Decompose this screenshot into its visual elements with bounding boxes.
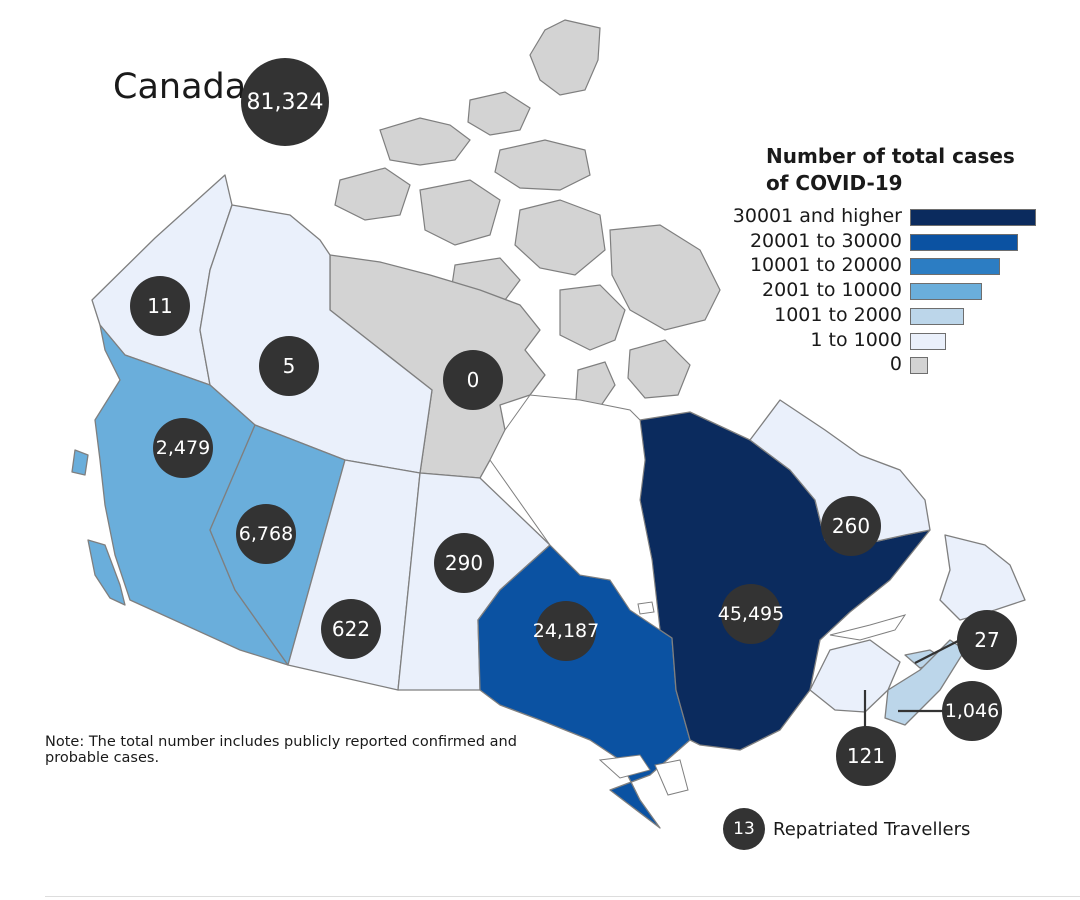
value-british-columbia: 2,479 <box>156 437 210 459</box>
bubble-newfoundland-labrador: 260 <box>821 496 881 556</box>
legend-title: Number of total cases of COVID-19 <box>766 143 1046 197</box>
legend-item-label: 1001 to 2000 <box>774 303 902 326</box>
region-newfoundland-labrador[interactable] <box>749 399 931 546</box>
bubble-new-brunswick: 121 <box>836 726 896 786</box>
bubble-british-columbia: 2,479 <box>153 418 213 478</box>
legend-title-line-1: Number of total cases <box>766 144 1015 168</box>
legend-item-label: 20001 to 30000 <box>749 229 902 252</box>
repatriated-count-badge: 13 <box>723 808 765 850</box>
footer-divider <box>45 896 1080 897</box>
region-new-brunswick[interactable] <box>809 639 901 713</box>
legend-item: 30001 and higher <box>700 205 1036 227</box>
bubble-nova-scotia: 1,046 <box>942 681 1002 741</box>
legend-item-swatch <box>910 233 1018 251</box>
bubble-alberta: 6,768 <box>236 504 296 564</box>
bubble-northwest-territories: 5 <box>259 336 319 396</box>
legend-item-swatch <box>910 258 1000 276</box>
value-newfoundland-labrador: 260 <box>832 514 870 538</box>
repatriated-travellers: 13 Repatriated Travellers <box>723 808 970 850</box>
legend-item: 10001 to 20000 <box>700 254 1000 276</box>
bubble-yukon: 11 <box>130 276 190 336</box>
leader-line-prince-edward-island <box>914 639 961 664</box>
lake-superior <box>598 754 651 779</box>
legend-item: 20001 to 30000 <box>700 230 1018 252</box>
legend-item-swatch <box>910 357 928 375</box>
value-ontario: 24,187 <box>533 620 599 642</box>
legend-item: 0 <box>700 353 928 375</box>
lake-huron <box>654 759 689 796</box>
repatriated-label: Repatriated Travellers <box>773 818 971 840</box>
island-vancouver <box>87 539 126 606</box>
bubble-manitoba: 290 <box>434 533 494 593</box>
value-nova-scotia: 1,046 <box>945 700 999 722</box>
legend-item-label: 10001 to 20000 <box>749 254 902 277</box>
bubble-ontario: 24,187 <box>533 601 599 661</box>
legend-title-line-2: of COVID-19 <box>766 171 903 195</box>
hudson-bay <box>489 394 661 632</box>
total-cases-badge: 81,324 <box>241 58 329 146</box>
value-saskatchewan: 622 <box>332 617 370 641</box>
anticosti-water <box>829 614 907 641</box>
legend-item-swatch <box>910 283 982 301</box>
footnote: Note: The total number includes publicly… <box>45 734 517 766</box>
map-title: Canada <box>113 67 247 107</box>
bubble-prince-edward-island: 27 <box>957 610 1017 670</box>
value-manitoba: 290 <box>445 551 483 575</box>
island-haida-gwaii <box>71 449 89 476</box>
value-northwest-territories: 5 <box>283 354 296 378</box>
bubble-nunavut: 0 <box>443 350 503 410</box>
value-quebec: 45,495 <box>718 603 784 625</box>
legend-item-label: 30001 and higher <box>732 205 902 227</box>
legend-item: 1 to 1000 <box>700 329 946 351</box>
legend-item-swatch <box>910 209 1036 226</box>
value-prince-edward-island: 27 <box>974 628 999 652</box>
island-newfoundland <box>939 534 1026 621</box>
legend-item-swatch <box>910 332 946 350</box>
legend-item: 2001 to 10000 <box>700 279 982 301</box>
legend-item-label: 1 to 1000 <box>810 328 902 351</box>
value-yukon: 11 <box>147 294 172 318</box>
legend-item-label: 2001 to 10000 <box>762 279 902 302</box>
bubble-quebec: 45,495 <box>718 584 784 644</box>
legend-item-label: 0 <box>889 353 902 376</box>
legend-item-swatch <box>910 307 964 325</box>
legend-item: 1001 to 2000 <box>700 304 964 326</box>
region-british-columbia[interactable] <box>94 324 289 666</box>
value-alberta: 6,768 <box>239 523 293 545</box>
value-new-brunswick: 121 <box>847 744 885 768</box>
region-nova-scotia[interactable] <box>884 639 966 726</box>
james-bay-island <box>637 601 655 615</box>
bubble-saskatchewan: 622 <box>321 599 381 659</box>
value-nunavut: 0 <box>467 368 480 392</box>
